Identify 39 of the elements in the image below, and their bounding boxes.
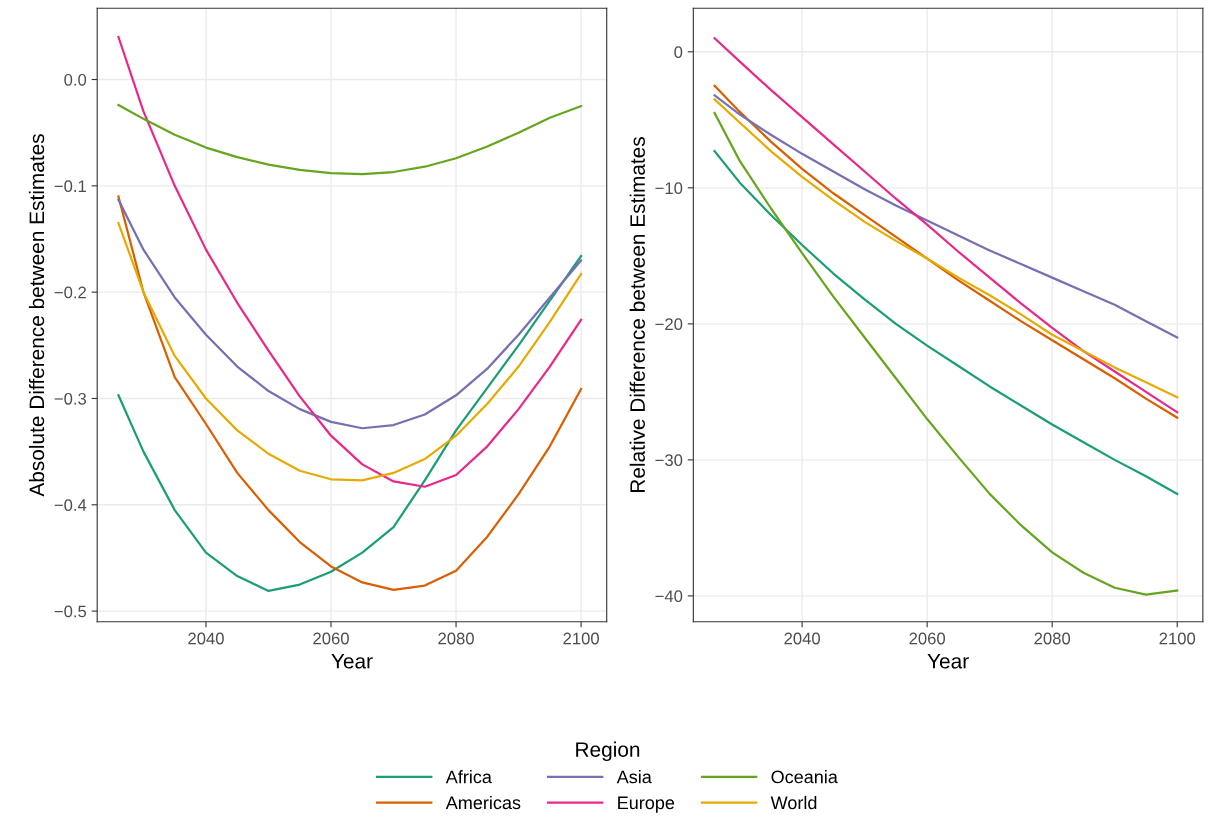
- legend-label: Asia: [616, 770, 652, 784]
- x-tick-label: 2080: [438, 632, 474, 645]
- y-tick-label: −0.5: [54, 605, 87, 618]
- y-tick-label: −10: [655, 182, 683, 195]
- y-tick-label: −0.2: [54, 286, 86, 299]
- x-tick-label: 2040: [188, 632, 224, 645]
- x-tick-label: 2080: [1034, 632, 1071, 645]
- y-tick-label: −0.4: [54, 499, 87, 511]
- x-axis-title: Year: [331, 654, 373, 669]
- line-series: [117, 198, 583, 430]
- x-tick-label: 2100: [563, 632, 599, 645]
- y-tick-label: −0.3: [54, 392, 87, 405]
- line-series: [117, 35, 583, 488]
- y-tick-label: 0: [674, 46, 683, 59]
- y-axis-title: Relative Difference between Estimates: [629, 137, 645, 493]
- legend-label: World: [770, 795, 817, 810]
- legend-label: Oceania: [771, 770, 838, 784]
- x-tick-label: 2100: [1159, 632, 1196, 645]
- legend-title: Region: [576, 741, 640, 762]
- line-series: [117, 103, 583, 176]
- y-tick-label: −30: [655, 454, 683, 467]
- legend-label: Americas: [445, 795, 521, 810]
- y-tick-label: −0.1: [54, 180, 86, 193]
- y-tick-label: −20: [655, 318, 683, 331]
- x-axis-title: Year: [927, 654, 969, 669]
- legend-label: Africa: [445, 770, 492, 784]
- x-tick-label: 2060: [909, 632, 946, 645]
- y-tick-label: 0.0: [64, 73, 87, 86]
- legend-label: Europe: [618, 796, 675, 813]
- line-series: [713, 111, 1179, 596]
- line-series: [117, 254, 583, 593]
- line-series: [117, 195, 583, 591]
- y-tick-label: −40: [655, 590, 683, 603]
- x-tick-label: 2060: [313, 632, 349, 645]
- y-axis-title: Absolute Difference between Estimates: [28, 134, 45, 497]
- x-tick-label: 2040: [784, 632, 820, 645]
- line-series: [713, 94, 1179, 339]
- line-series: [713, 150, 1179, 495]
- line-series: [117, 221, 583, 482]
